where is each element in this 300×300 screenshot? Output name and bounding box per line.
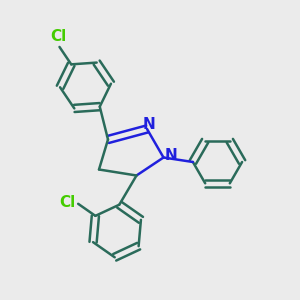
Text: Cl: Cl (59, 195, 75, 210)
Text: N: N (142, 117, 155, 132)
Text: Cl: Cl (50, 29, 66, 44)
Text: N: N (165, 148, 177, 164)
